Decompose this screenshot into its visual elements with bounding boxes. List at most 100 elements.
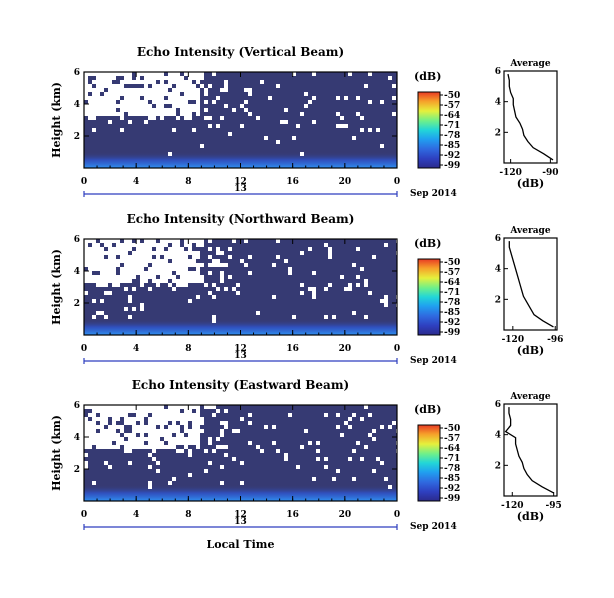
missing-data-cell bbox=[188, 72, 192, 76]
missing-data-cell bbox=[148, 251, 152, 255]
missing-data-cell bbox=[152, 405, 156, 409]
missing-data-cell bbox=[156, 417, 160, 421]
missing-data-cell bbox=[180, 433, 184, 437]
missing-data-cell bbox=[148, 259, 152, 263]
missing-data-cell bbox=[104, 251, 108, 255]
missing-data-cell bbox=[160, 88, 164, 92]
missing-data-cell bbox=[128, 421, 132, 425]
missing-data-cell bbox=[156, 429, 160, 433]
missing-data-cell bbox=[100, 251, 104, 255]
missing-data-cell bbox=[152, 417, 156, 421]
missing-data-cell bbox=[328, 251, 332, 255]
missing-data-cell bbox=[244, 88, 248, 92]
missing-data-cell bbox=[200, 72, 204, 76]
colorbar-tick-label: -85 bbox=[444, 308, 460, 318]
missing-data-cell bbox=[220, 279, 224, 283]
x-tick-label: 8 bbox=[185, 177, 191, 187]
profile-x-tick-label: -120 bbox=[502, 335, 525, 345]
missing-data-cell bbox=[104, 108, 108, 112]
missing-data-cell bbox=[168, 283, 172, 287]
missing-data-cell bbox=[144, 271, 148, 275]
missing-data-cell bbox=[124, 88, 128, 92]
missing-data-cell bbox=[172, 441, 176, 445]
missing-data-cell bbox=[240, 481, 244, 485]
missing-data-cell bbox=[324, 315, 328, 319]
missing-data-cell bbox=[108, 425, 112, 429]
missing-data-cell bbox=[248, 413, 252, 417]
missing-data-cell bbox=[192, 429, 196, 433]
missing-data-cell bbox=[144, 263, 148, 267]
missing-data-cell bbox=[184, 92, 188, 96]
missing-data-cell bbox=[180, 271, 184, 275]
missing-data-cell bbox=[156, 255, 160, 259]
missing-data-cell bbox=[140, 303, 144, 307]
missing-data-cell bbox=[108, 259, 112, 263]
missing-data-cell bbox=[300, 112, 304, 116]
missing-data-cell bbox=[116, 84, 120, 88]
missing-data-cell bbox=[208, 247, 212, 251]
missing-data-cell bbox=[100, 409, 104, 413]
missing-data-cell bbox=[176, 449, 180, 453]
missing-data-cell bbox=[128, 437, 132, 441]
missing-data-cell bbox=[124, 247, 128, 251]
missing-data-cell bbox=[104, 283, 108, 287]
missing-data-cell bbox=[88, 413, 92, 417]
missing-data-cell bbox=[108, 247, 112, 251]
missing-data-cell bbox=[208, 84, 212, 88]
x-tick-label: 0 bbox=[81, 510, 87, 520]
missing-data-cell bbox=[184, 267, 188, 271]
missing-data-cell bbox=[164, 76, 168, 80]
missing-data-cell bbox=[312, 120, 316, 124]
missing-data-cell bbox=[152, 421, 156, 425]
profile-y-tick-label: 4 bbox=[495, 265, 501, 275]
missing-data-cell bbox=[188, 409, 192, 413]
missing-data-cell bbox=[108, 465, 112, 469]
missing-data-cell bbox=[264, 136, 268, 140]
missing-data-cell bbox=[312, 291, 316, 295]
missing-data-cell bbox=[120, 128, 124, 132]
missing-data-cell bbox=[92, 112, 96, 116]
missing-data-cell bbox=[116, 417, 120, 421]
missing-data-cell bbox=[312, 295, 316, 299]
missing-data-cell bbox=[196, 108, 200, 112]
missing-data-cell bbox=[228, 247, 232, 251]
missing-data-cell bbox=[104, 271, 108, 275]
missing-data-cell bbox=[324, 413, 328, 417]
missing-data-cell bbox=[192, 433, 196, 437]
missing-data-cell bbox=[128, 255, 132, 259]
colorbar-tick-label: -57 bbox=[444, 101, 460, 111]
missing-data-cell bbox=[176, 116, 180, 120]
missing-data-cell bbox=[200, 275, 204, 279]
missing-data-cell bbox=[352, 263, 356, 267]
missing-data-cell bbox=[352, 311, 356, 315]
missing-data-cell bbox=[132, 88, 136, 92]
missing-data-cell bbox=[140, 417, 144, 421]
missing-data-cell bbox=[100, 263, 104, 267]
missing-data-cell bbox=[176, 92, 180, 96]
missing-data-cell bbox=[84, 80, 88, 84]
missing-data-cell bbox=[172, 108, 176, 112]
missing-data-cell bbox=[192, 417, 196, 421]
missing-data-cell bbox=[148, 112, 152, 116]
missing-data-cell bbox=[88, 429, 92, 433]
missing-data-cell bbox=[188, 116, 192, 120]
missing-data-cell bbox=[128, 271, 132, 275]
missing-data-cell bbox=[196, 433, 200, 437]
missing-data-cell bbox=[344, 124, 348, 128]
missing-data-cell bbox=[188, 417, 192, 421]
missing-data-cell bbox=[188, 413, 192, 417]
missing-data-cell bbox=[128, 449, 132, 453]
missing-data-cell bbox=[120, 441, 124, 445]
missing-data-cell bbox=[132, 409, 136, 413]
missing-data-cell bbox=[392, 96, 396, 100]
missing-data-cell bbox=[188, 239, 192, 243]
colorbar-unit: (dB) bbox=[414, 70, 441, 83]
missing-data-cell bbox=[96, 251, 100, 255]
missing-data-cell bbox=[96, 267, 100, 271]
missing-data-cell bbox=[308, 100, 312, 104]
missing-data-cell bbox=[184, 104, 188, 108]
missing-data-cell bbox=[348, 287, 352, 291]
missing-data-cell bbox=[84, 88, 88, 92]
missing-data-cell bbox=[140, 243, 144, 247]
